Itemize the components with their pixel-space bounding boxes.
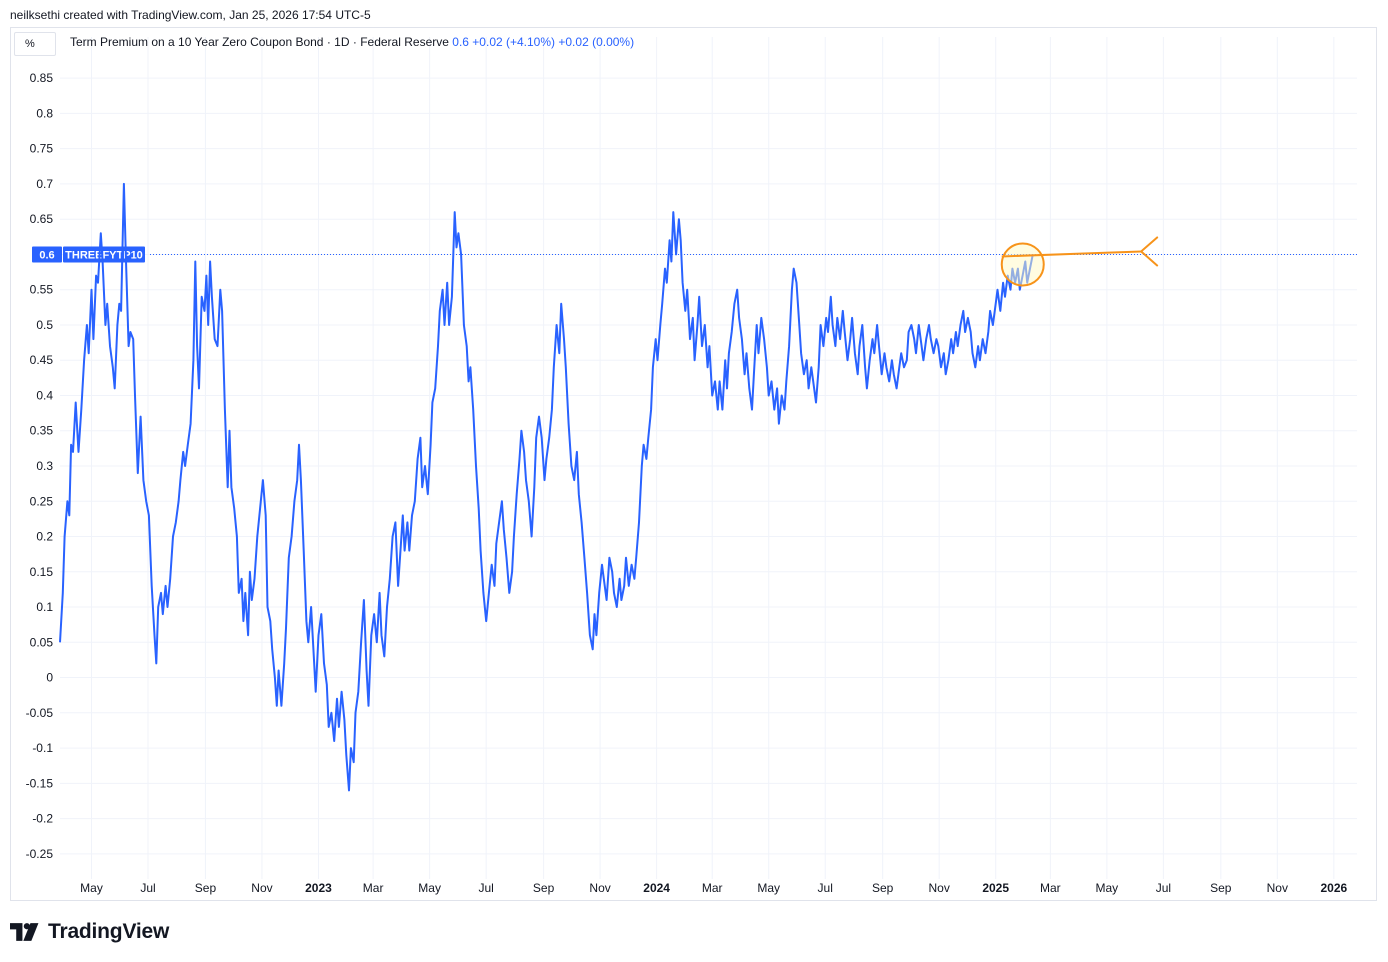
x-tick-label: Sep <box>533 881 555 895</box>
grid-lines <box>60 37 1357 879</box>
x-tick-label: 2023 <box>305 881 332 895</box>
y-tick-label: -0.05 <box>26 706 54 720</box>
y-tick-label: 0 <box>46 671 53 685</box>
unit-selector[interactable]: % <box>14 32 56 56</box>
y-tick-label: 0.15 <box>30 565 54 579</box>
x-tick-label: Mar <box>363 881 384 895</box>
price-tag-value-bg <box>32 246 62 263</box>
y-tick-label: 0.2 <box>36 530 53 544</box>
x-tick-label: 2026 <box>1320 881 1347 895</box>
y-tick-label: 0.7 <box>36 177 53 191</box>
y-tick-label: 0.75 <box>30 142 54 156</box>
y-tick-label: 0.1 <box>36 600 53 614</box>
x-tick-label: May <box>418 881 441 895</box>
series-source: Federal Reserve <box>360 35 449 49</box>
y-tick-label: 0.8 <box>36 106 53 120</box>
y-tick-label: 0.5 <box>36 318 53 332</box>
y-tick-label: 0.3 <box>36 459 53 473</box>
x-tick-label: May <box>80 881 103 895</box>
x-tick-label: 2024 <box>643 881 670 895</box>
x-tick-label: Jul <box>1156 881 1171 895</box>
price-tag-symbol: THREEFYTP10 <box>65 249 143 261</box>
y-tick-label: -0.1 <box>32 741 53 755</box>
chart-credit: neilksethi created with TradingView.com,… <box>10 8 371 22</box>
highlight-circle <box>1000 242 1045 287</box>
x-tick-label: Sep <box>195 881 217 895</box>
y-tick-label: 0.55 <box>30 283 54 297</box>
x-tick-label: Nov <box>251 881 272 895</box>
x-tick-label: Mar <box>1040 881 1061 895</box>
series-title: Term Premium on a 10 Year Zero Coupon Bo… <box>70 35 324 49</box>
x-tick-label: 2025 <box>982 881 1009 895</box>
y-tick-label: -0.15 <box>26 776 54 790</box>
series-line-path <box>59 182 1034 792</box>
series-change: +0.02 (+4.10%) <box>472 35 556 49</box>
series-interval: 1D <box>334 35 350 49</box>
x-tick-label: May <box>757 881 780 895</box>
line-chart[interactable]: 0.85 0.8 0.75 0.7 0.65 0.6 0.55 0.5 0.45 0.4 0.35 0… <box>10 27 1377 901</box>
legend-separator: · <box>326 35 331 49</box>
chart-frame <box>10 27 1377 901</box>
y-tick-label: 0.05 <box>30 635 54 649</box>
annotation-arrow-head <box>1139 236 1159 267</box>
x-tick-label: Sep <box>872 881 894 895</box>
tradingview-logo-icon <box>10 923 39 941</box>
series-line <box>59 182 1034 792</box>
series-change-secondary: +0.02 (0.00%) <box>558 35 635 49</box>
x-tick-label: Jul <box>818 881 833 895</box>
series-legend: Term Premium on a 10 Year Zero Coupon Bo… <box>70 35 634 49</box>
y-tick-label: -0.25 <box>26 847 54 861</box>
x-tick-label: Nov <box>929 881 950 895</box>
y-tick-label: 0.35 <box>30 424 54 438</box>
tradingview-logo[interactable]: TradingView <box>10 920 169 944</box>
x-tick-label: Mar <box>702 881 723 895</box>
annotation-arrow <box>1000 236 1159 287</box>
y-tick-label: -0.2 <box>32 812 53 826</box>
x-tick-label: May <box>1096 881 1119 895</box>
y-tick-label: 0.4 <box>36 388 53 402</box>
price-tag-symbol-bg <box>63 246 145 263</box>
series-last-value: 0.6 <box>452 35 469 49</box>
brand-name: TradingView <box>48 920 170 943</box>
y-tick-label: 0.25 <box>30 494 54 508</box>
x-axis: May Jul Sep Nov 2023 Mar May Jul Sep Nov 2024 Mar Ma… <box>80 881 1347 895</box>
x-tick-label: Nov <box>1267 881 1288 895</box>
y-tick-label: 0.45 <box>30 353 54 367</box>
x-tick-label: Nov <box>589 881 610 895</box>
annotation-arrow-shaft <box>1001 250 1142 258</box>
price-tag-value: 0.6 <box>39 249 54 261</box>
y-tick-label: 0.85 <box>30 71 54 85</box>
x-tick-label: Sep <box>1210 881 1232 895</box>
y-axis: 0.85 0.8 0.75 0.7 0.65 0.6 0.55 0.5 0.45 0.4 0.35 0… <box>26 71 145 861</box>
x-tick-label: Jul <box>478 881 493 895</box>
price-tag: 0.6 THREEFYTP10 <box>32 246 145 263</box>
y-tick-label: 0.65 <box>30 212 54 226</box>
x-tick-label: Jul <box>140 881 155 895</box>
legend-separator: · <box>352 35 357 49</box>
